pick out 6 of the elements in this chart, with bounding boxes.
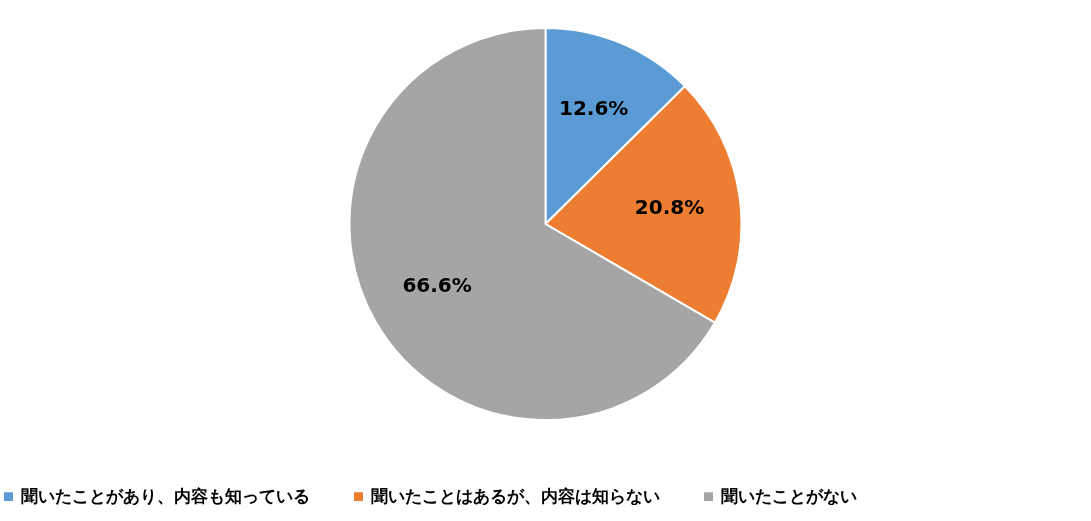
data-label: 12.6% (559, 95, 629, 120)
data-label: 66.6% (402, 273, 472, 298)
legend-label: 聞いたことがあり、内容も知っている (21, 485, 310, 506)
legend-label: 聞いたことがない (721, 485, 857, 506)
data-label: 20.8% (634, 195, 705, 220)
legend-label: 聞いたことはあるが、内容は知らない (371, 485, 660, 506)
